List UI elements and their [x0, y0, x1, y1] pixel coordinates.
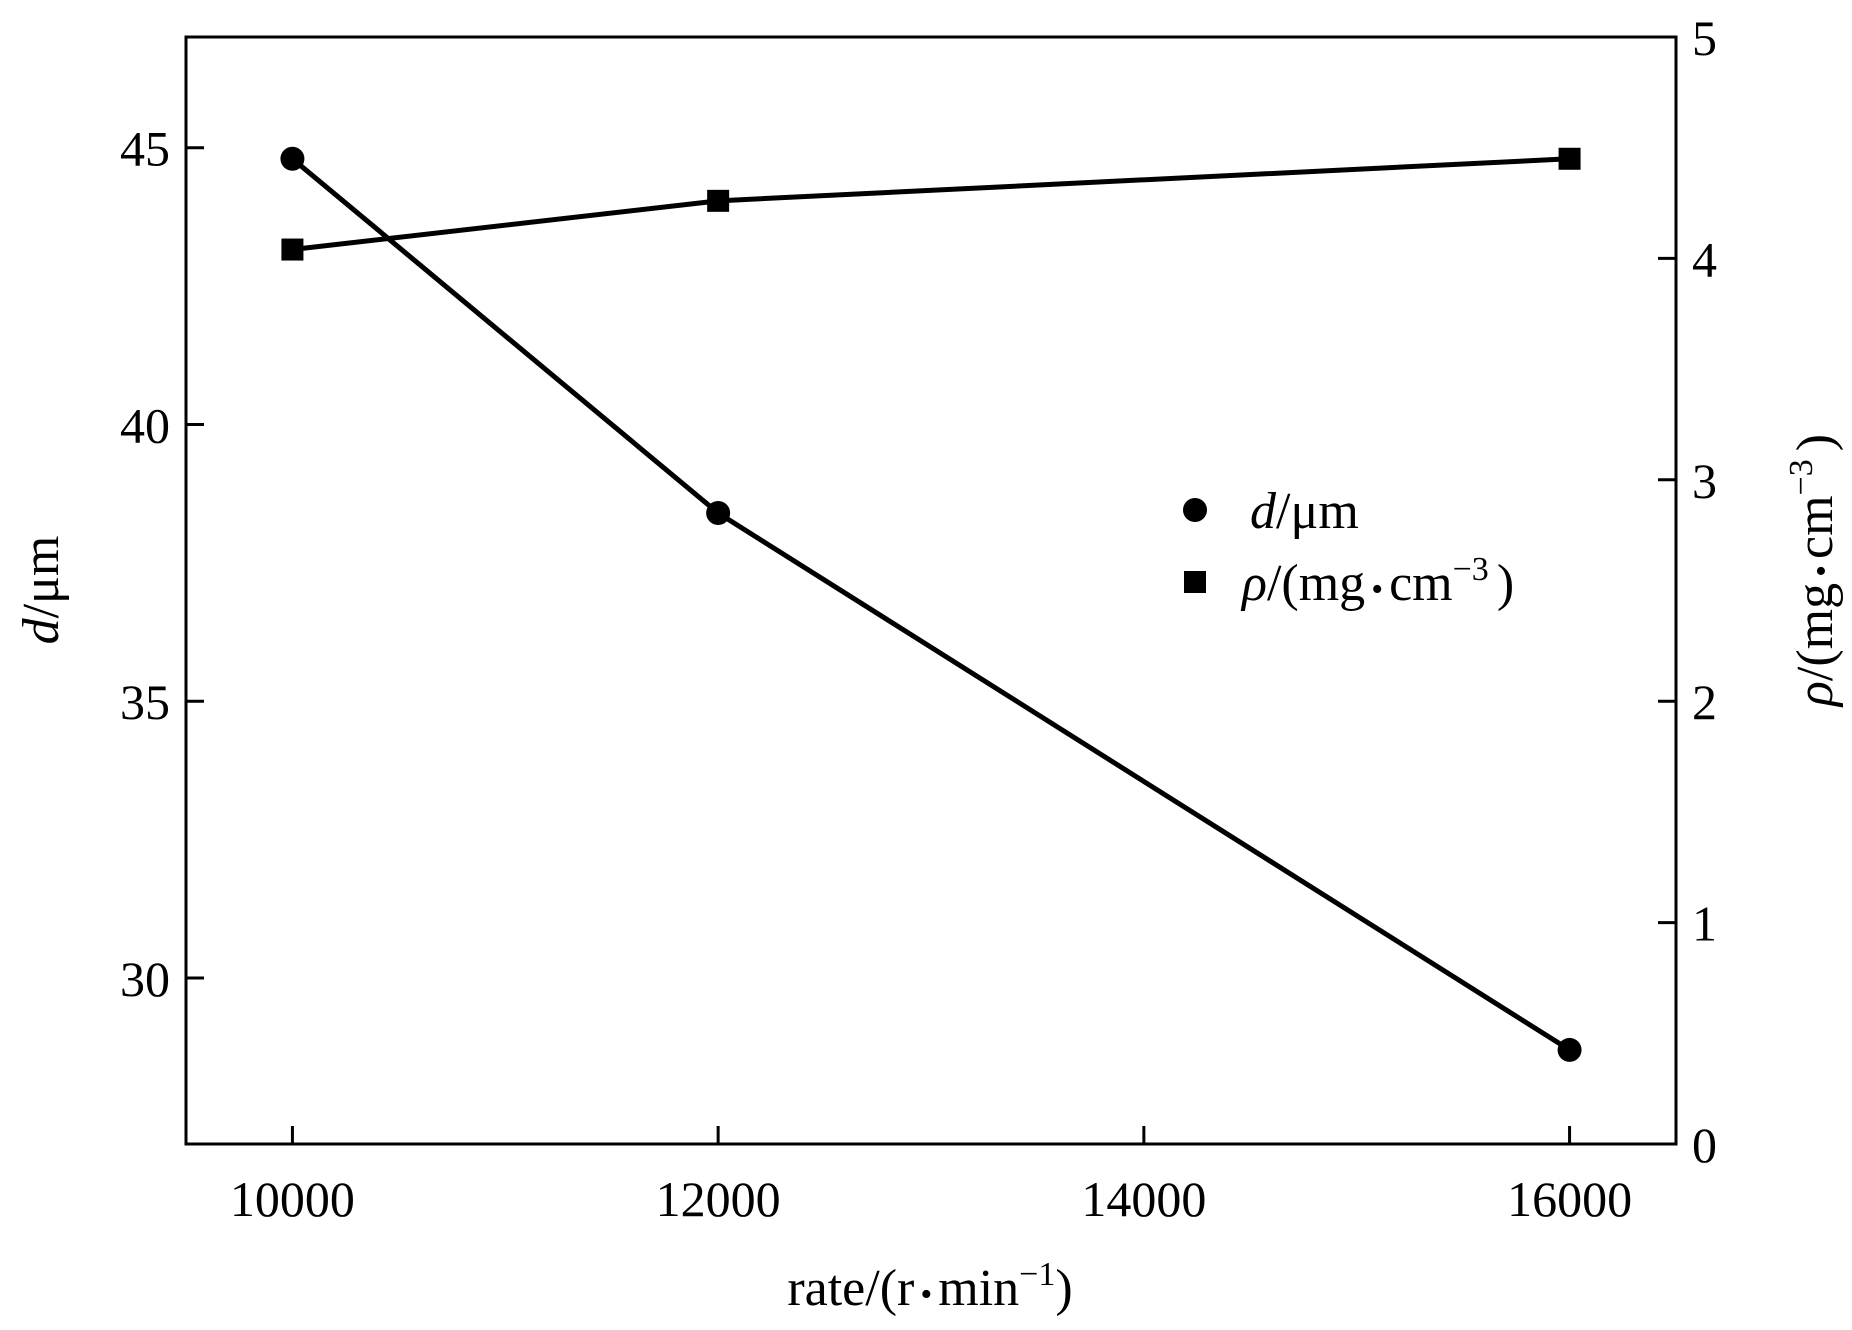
right-y-axis-ticks: 0 1 2 3 4 5 — [1658, 10, 1717, 1173]
data-point-rho — [707, 189, 730, 212]
left-y-tick-label: 40 — [120, 397, 170, 453]
right-y-tick-label: 3 — [1692, 453, 1717, 509]
x-tick-label: 10000 — [230, 1171, 355, 1227]
left-y-tick-label: 45 — [120, 121, 170, 177]
right-y-tick-label: 2 — [1692, 674, 1717, 730]
left-y-axis-ticks: 30 35 40 45 — [120, 121, 204, 1007]
legend-label-rho: ρ/(mg • cm−3) — [1240, 551, 1514, 612]
series-layer — [280, 146, 1582, 1062]
data-point-d — [1557, 1037, 1582, 1062]
left-y-tick-label: 35 — [120, 674, 170, 730]
left-y-axis-title: d/μm — [13, 536, 70, 645]
series-line-rho — [292, 156, 1570, 253]
right-y-tick-label: 1 — [1692, 896, 1717, 952]
data-point-d — [706, 501, 731, 526]
x-axis-title: rate/(r • min−1) — [787, 1256, 1072, 1317]
data-point-rho — [1558, 147, 1581, 170]
data-point-d — [280, 146, 305, 171]
legend-marker-square — [1184, 571, 1206, 593]
right-y-axis-title: ρ/(mg•cm−3) — [1783, 434, 1844, 708]
right-y-tick-label: 0 — [1692, 1117, 1717, 1173]
x-tick-label: 14000 — [1081, 1171, 1206, 1227]
legend-label-d: d/μm — [1250, 483, 1359, 540]
plot-frame — [184, 35, 1678, 1146]
left-y-tick-label: 30 — [120, 951, 170, 1007]
right-y-tick-label: 4 — [1692, 231, 1717, 287]
legend-marker-circle — [1183, 498, 1207, 522]
legend: d/μm ρ/(mg • cm−3) — [1183, 483, 1514, 612]
x-tick-label: 16000 — [1507, 1171, 1632, 1227]
x-axis-ticks: 10000 12000 14000 16000 — [230, 1126, 1632, 1227]
data-point-rho — [281, 238, 304, 261]
x-tick-label: 12000 — [656, 1171, 781, 1227]
right-y-tick-label: 5 — [1692, 10, 1717, 66]
